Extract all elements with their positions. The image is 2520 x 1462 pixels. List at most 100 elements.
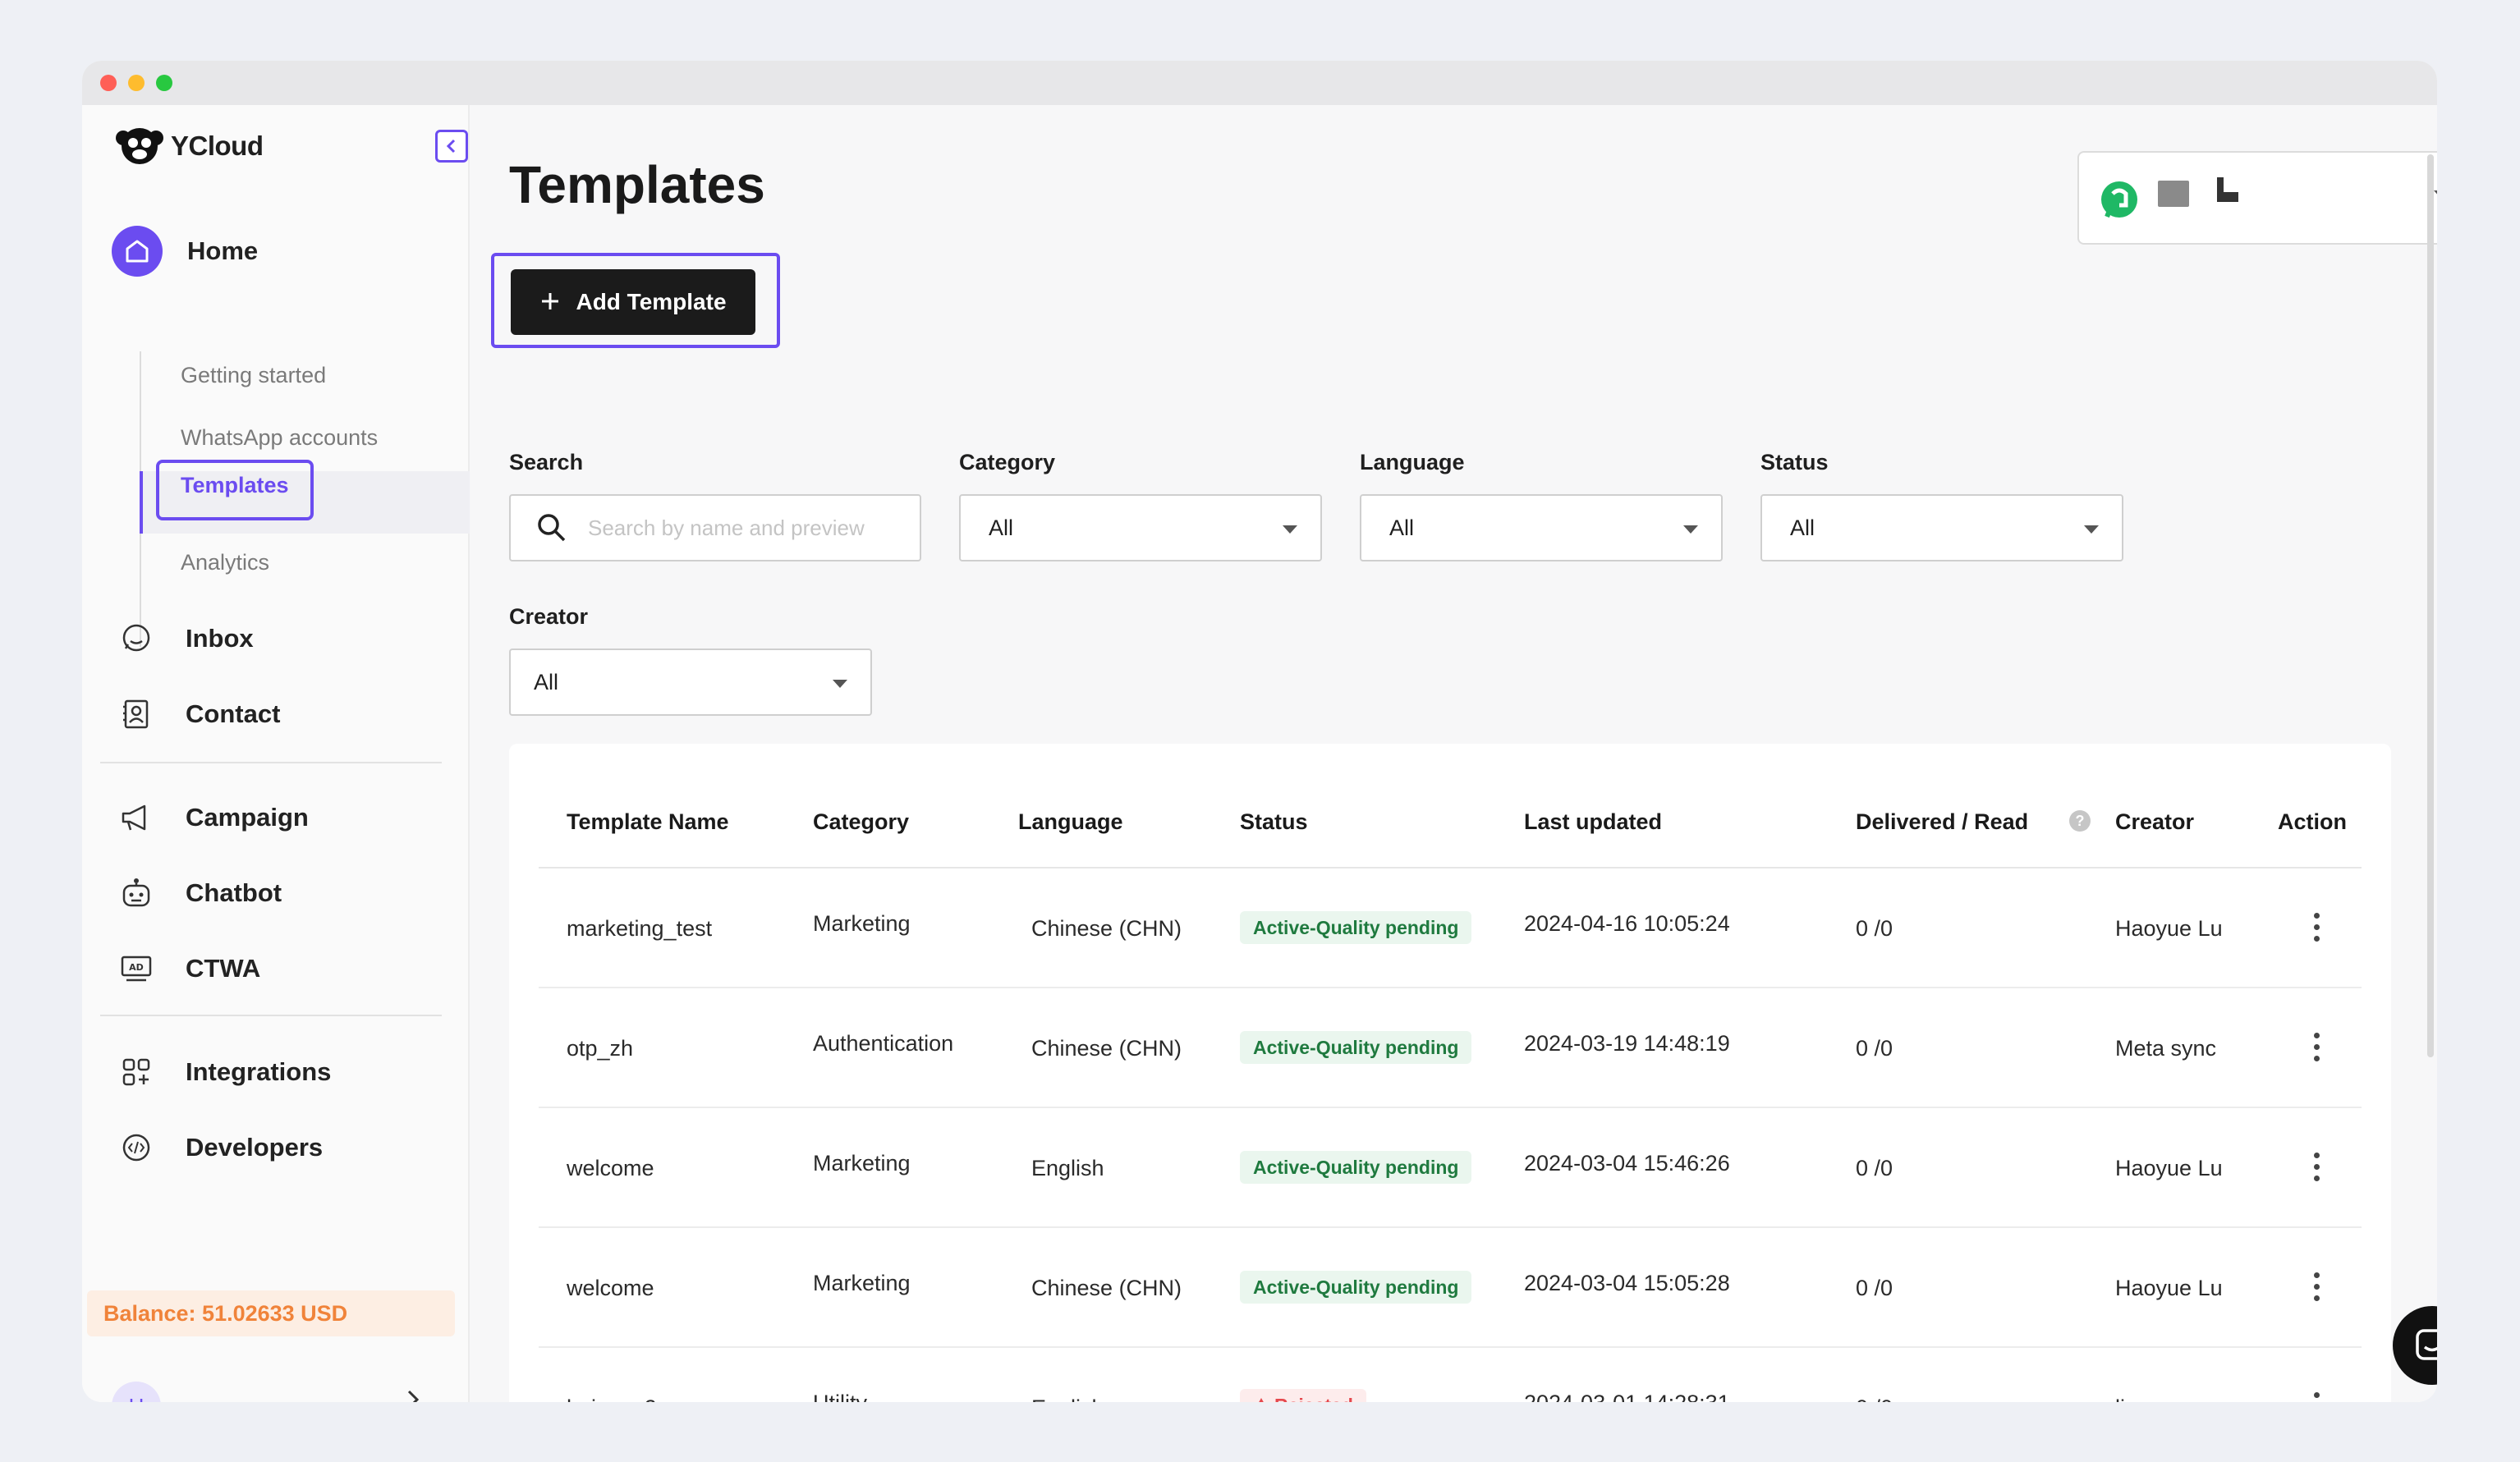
- table-row[interactable]: marketing_test Marketing Chinese (CHN) Acti…: [539, 868, 2362, 988]
- category-cell: Marketing: [813, 1151, 911, 1176]
- sidebar-item-chatbot[interactable]: Chatbot: [112, 868, 282, 918]
- active-item-highlight: [140, 471, 470, 534]
- creator-cell: Haoyue Lu: [2115, 1276, 2223, 1300]
- collapse-sidebar-button[interactable]: [435, 130, 468, 163]
- user-menu-chevron-icon[interactable]: [404, 1387, 422, 1402]
- column-header-name: Template Name: [567, 809, 729, 834]
- sidebar-subitem-whatsapp-accounts[interactable]: WhatsApp accounts: [181, 425, 379, 450]
- status-select[interactable]: All: [1760, 494, 2123, 561]
- template-name-cell[interactable]: marketing_test: [567, 916, 713, 941]
- category-cell: Marketing: [813, 911, 911, 936]
- brand-name: YCloud: [171, 131, 264, 161]
- sidebar-subitem-templates[interactable]: Templates: [181, 473, 289, 497]
- page-scrollbar[interactable]: [2427, 154, 2434, 1057]
- last-updated-cell: 2024-03-19 14:48:19: [1524, 1031, 1730, 1056]
- more-actions-icon[interactable]: [2312, 1392, 2320, 1402]
- creator-cell: Haoyue Lu: [2115, 916, 2223, 941]
- template-name-cell[interactable]: huiyuan2: [567, 1396, 657, 1402]
- category-value: All: [989, 515, 1014, 540]
- status-badge: Active-Quality pending: [1240, 1271, 1472, 1304]
- sidebar-item-inbox[interactable]: Inbox: [112, 614, 254, 663]
- close-window-dot[interactable]: [100, 75, 117, 91]
- sidebar-item-home[interactable]: Home: [112, 226, 259, 277]
- sidebar-item-integrations[interactable]: Integrations: [112, 1047, 331, 1097]
- table-row[interactable]: welcome Marketing Chinese (CHN) Active-Qual…: [539, 1228, 2362, 1348]
- more-actions-icon[interactable]: [2312, 1153, 2320, 1181]
- sidebar-subitem-analytics[interactable]: Analytics: [181, 550, 270, 575]
- integrations-grid-icon: [112, 1047, 161, 1097]
- creator-select[interactable]: All: [509, 649, 872, 716]
- column-header-category: Category: [813, 809, 910, 834]
- sidebar-subitem-getting-started[interactable]: Getting started: [181, 363, 327, 387]
- status-badge: Active-Quality pending: [1240, 1031, 1472, 1064]
- category-cell: Marketing: [813, 1271, 911, 1295]
- creator-label: Creator: [509, 604, 589, 629]
- delivered-read-cell: 0 /0: [1856, 916, 1893, 941]
- column-header-last-updated: Last updated: [1524, 809, 1663, 834]
- table-row[interactable]: otp_zh Authentication Chinese (CHN) Active-…: [539, 988, 2362, 1108]
- active-item-indicator: [140, 471, 143, 534]
- sidebar-item-ctwa[interactable]: AD CTWA: [112, 944, 260, 993]
- contact-card-icon: [112, 690, 161, 739]
- template-name-cell[interactable]: welcome: [567, 1156, 654, 1180]
- sidebar-item-developers[interactable]: Developers: [112, 1123, 323, 1172]
- more-actions-icon[interactable]: [2312, 913, 2320, 942]
- brand-logo[interactable]: YCloud: [113, 123, 264, 169]
- avatar-initial: H: [129, 1394, 145, 1403]
- language-cell: Chinese (CHN): [1031, 1036, 1182, 1061]
- redacted-account-icon: [2158, 181, 2189, 207]
- category-select[interactable]: All: [959, 494, 1322, 561]
- chevron-left-icon: [446, 139, 456, 154]
- balance-banner: Balance: 51.02633 USD: [87, 1290, 455, 1336]
- sidebar-item-label: Integrations: [186, 1057, 332, 1086]
- column-header-language: Language: [1018, 809, 1123, 834]
- creator-cell: liu yupeng: [2115, 1396, 2216, 1402]
- main-content: Templates Add Template Search: [470, 105, 2437, 1402]
- chevron-down-icon: [2434, 190, 2437, 199]
- avatar: H: [112, 1382, 161, 1402]
- minimize-window-dot[interactable]: [128, 75, 145, 91]
- column-header-status: Status: [1240, 809, 1308, 834]
- home-icon: [112, 226, 163, 277]
- add-template-button[interactable]: Add Template: [511, 269, 755, 335]
- more-actions-icon[interactable]: [2312, 1033, 2320, 1061]
- delivered-read-cell: 0 /0: [1856, 1036, 1893, 1061]
- last-updated-cell: 2024-04-16 10:05:24: [1524, 911, 1730, 936]
- language-cell: English: [1031, 1156, 1104, 1180]
- redacted-account-mark: [2217, 177, 2238, 202]
- chevron-down-icon: [1683, 525, 1698, 534]
- creator-value: All: [534, 669, 559, 694]
- chevron-down-icon: [1283, 525, 1297, 534]
- delivered-read-cell: 0 /0: [1856, 1276, 1893, 1300]
- table-row[interactable]: welcome Marketing English Active-Quality pe…: [539, 1108, 2362, 1228]
- sidebar-item-label: Campaign: [186, 803, 309, 832]
- sidebar-item-label: CTWA: [186, 954, 261, 983]
- status-badge-label: Rejected: [1274, 1395, 1353, 1403]
- search-label: Search: [509, 450, 584, 474]
- more-actions-icon[interactable]: [2312, 1272, 2320, 1301]
- sidebar-item-campaign[interactable]: Campaign: [112, 793, 309, 842]
- template-name-cell[interactable]: otp_zh: [567, 1036, 634, 1061]
- account-selector[interactable]: [2077, 151, 2437, 245]
- table-row[interactable]: huiyuan2 Utility English Rejected 2024-03-01…: [539, 1348, 2362, 1402]
- help-icon[interactable]: ?: [2069, 810, 2091, 832]
- templates-focus-outline: [156, 460, 314, 520]
- template-name-cell[interactable]: welcome: [567, 1276, 654, 1300]
- page-title: Templates: [509, 155, 765, 214]
- creator-cell: Haoyue Lu: [2115, 1156, 2223, 1180]
- language-select[interactable]: All: [1360, 494, 1723, 561]
- delivered-read-cell: 0 /0: [1856, 1396, 1893, 1402]
- sidebar-item-label: Home: [187, 236, 259, 265]
- search-input[interactable]: Search by name and preview: [509, 494, 921, 561]
- sidebar: YCloud Home Getting started WhatsApp acc…: [82, 105, 470, 1402]
- window-titlebar: [82, 61, 2437, 105]
- ycloud-logo-icon: [116, 128, 163, 164]
- column-header-delivered-read: Delivered / Read: [1856, 809, 2029, 834]
- language-cell: English: [1031, 1396, 1104, 1402]
- sidebar-item-contact[interactable]: Contact: [112, 690, 280, 739]
- user-profile[interactable]: H: [112, 1382, 161, 1402]
- app-window: YCloud Home Getting started WhatsApp acc…: [82, 61, 2437, 1402]
- maximize-window-dot[interactable]: [156, 75, 172, 91]
- sidebar-item-label: Contact: [186, 699, 281, 728]
- status-badge: Active-Quality pending: [1240, 911, 1472, 944]
